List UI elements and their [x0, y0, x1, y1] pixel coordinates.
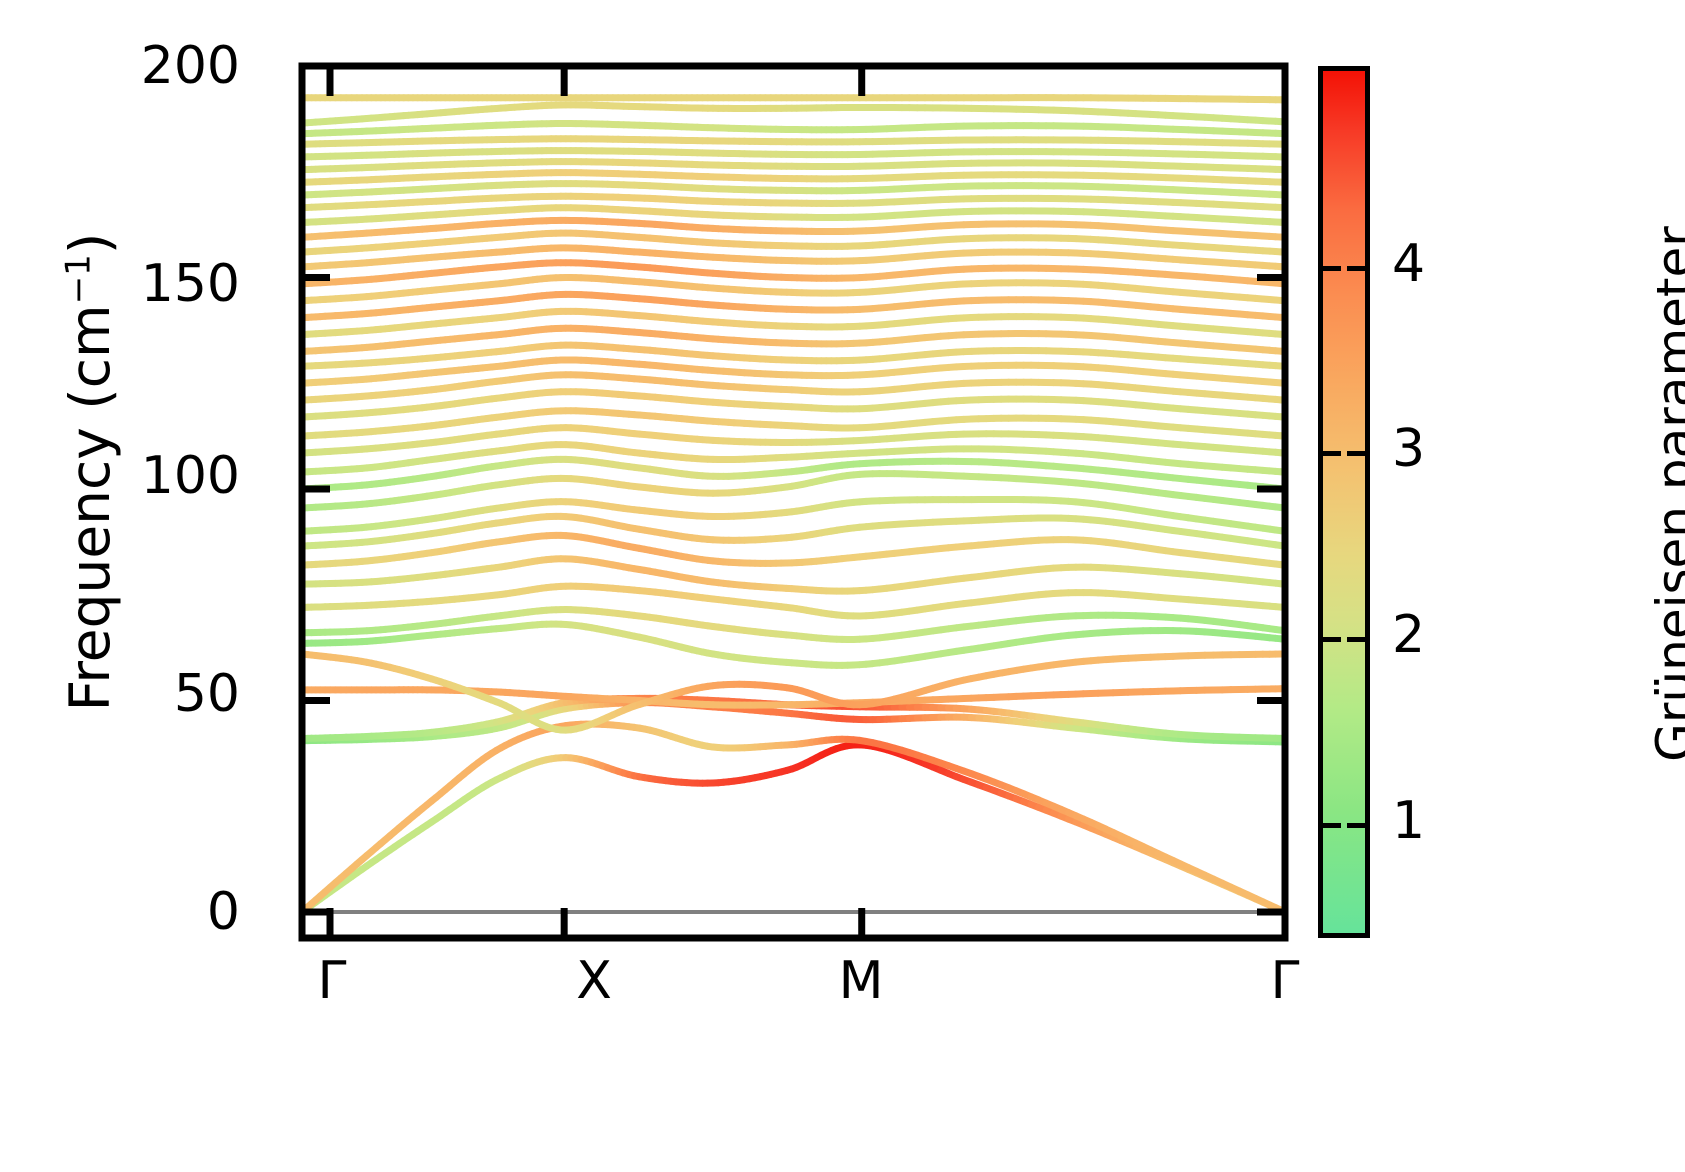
phonon-band: [302, 407, 1285, 440]
phonon-band: [302, 290, 1285, 322]
phonon-band: [302, 582, 1285, 620]
phonon-band: [302, 259, 1285, 288]
phonon-band: [302, 216, 1285, 241]
phonon-band: [302, 273, 1285, 305]
phonon-band: [302, 620, 1285, 669]
phonon-bands-group: [302, 94, 1285, 916]
phonon-band: [302, 244, 1285, 271]
phonon-band: [302, 699, 1285, 746]
phonon-band: [302, 496, 1285, 535]
phonon-band: [302, 324, 1285, 356]
phonon-band: [302, 650, 1285, 734]
phonon-band: [302, 441, 1285, 476]
phonon-band: [302, 720, 1285, 916]
phonon-band: [302, 555, 1285, 595]
phonon-band: [302, 512, 1285, 550]
phonon-band: [302, 307, 1285, 339]
phonon-band: [302, 388, 1285, 421]
phonon-band: [302, 229, 1285, 256]
phonon-band: [302, 531, 1285, 569]
phonon-band: [302, 606, 1285, 643]
phonon-band: [302, 341, 1285, 370]
phonon-band: [302, 356, 1285, 387]
phonon-band: [302, 424, 1285, 457]
phonon-band: [302, 741, 1285, 916]
phonon-band: [302, 470, 1285, 512]
phonon-band: [302, 371, 1285, 404]
